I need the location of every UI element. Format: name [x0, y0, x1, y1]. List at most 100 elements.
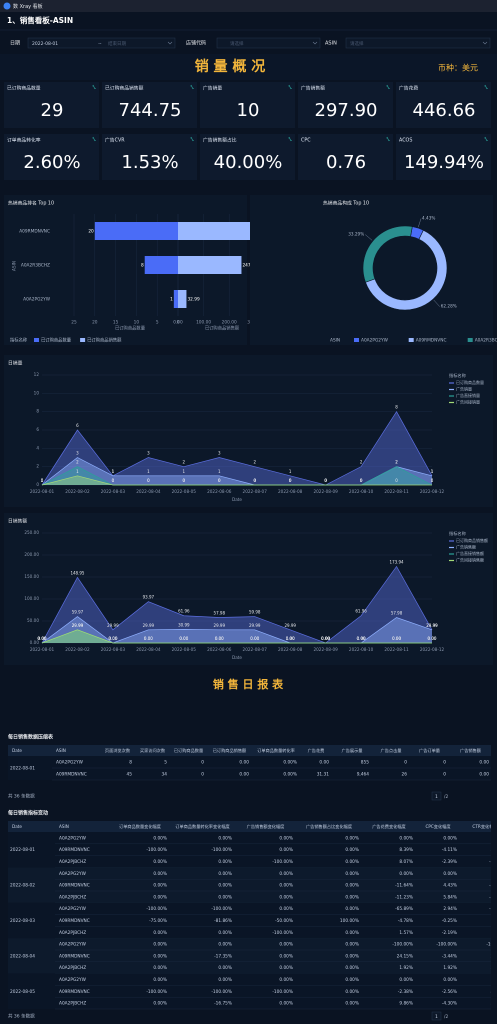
- column-header: 页面浏览次数: [105, 747, 131, 754]
- legend-label[interactable]: 已订购商品销售额: [87, 337, 122, 344]
- axis-title: Date: [232, 655, 242, 660]
- data-label: 0: [41, 478, 44, 483]
- data-label: 0.00: [286, 636, 295, 641]
- x-tick-label: 5: [156, 320, 159, 326]
- page-input[interactable]: [431, 791, 442, 801]
- legend-swatch: [80, 338, 86, 342]
- cell: 9,464: [357, 772, 370, 778]
- cell: -100.00%: [272, 930, 293, 936]
- area-fill: [42, 475, 432, 485]
- cell: 0.00%: [153, 953, 167, 959]
- x-tick-label: 2022-08-06: [207, 647, 232, 652]
- series-line: [41, 475, 432, 486]
- data-label: 1: [147, 469, 150, 474]
- x-tick-label: 25: [71, 320, 77, 326]
- y-tick-label: A0A2R3BCHZ: [21, 263, 50, 269]
- cell: -100.00%: [436, 942, 457, 948]
- column-header: 广告销售额变化幅度: [247, 823, 286, 830]
- cell: -65.89%: [395, 906, 413, 912]
- column-header: 广告销售额: [460, 747, 482, 754]
- x-tick-label: 2022-08-05: [172, 647, 197, 652]
- cell: A0A2PJBCHZ: [59, 859, 86, 865]
- data-label: 0: [324, 478, 327, 483]
- cell: A0A2PG2YW: [59, 835, 87, 841]
- x-tick-label: 2022-08-03: [101, 647, 126, 652]
- cell: 0.00%: [218, 942, 232, 948]
- data-label: 0: [431, 478, 434, 483]
- cell: A0A2PG2YW: [59, 871, 87, 877]
- kpi-value: 744.75: [119, 100, 182, 121]
- data-label: 0.00: [321, 636, 330, 641]
- legend-label[interactable]: 已订购商品数量: [41, 337, 72, 344]
- legend-label[interactable]: 广告间接销量: [456, 399, 480, 405]
- data-label: 0: [324, 478, 327, 483]
- column-header: 买家访问次数: [140, 747, 166, 754]
- page-number[interactable]: 1: [435, 794, 438, 800]
- cell: -17.35%: [214, 953, 232, 959]
- data-label: 62.28%: [441, 304, 457, 309]
- kpi-label: 已订购商品数量: [7, 85, 41, 92]
- kpi-card: [200, 134, 295, 180]
- data-label: 29.99: [426, 623, 438, 628]
- legend-label[interactable]: 已订购商品销售额: [456, 537, 488, 543]
- legend-label[interactable]: A09RMDNVNC: [416, 338, 447, 344]
- window-title: 数 Xray 看板: [13, 3, 43, 10]
- filter-value[interactable]: 2022-08-01: [32, 41, 58, 47]
- chart-title: 日销售额: [8, 518, 27, 525]
- cell: 0.00%: [279, 835, 293, 841]
- cell: -3.44%: [442, 953, 457, 959]
- data-label: 1: [183, 469, 186, 474]
- filter-input[interactable]: [216, 37, 321, 49]
- cell: 0.00%: [345, 906, 359, 912]
- y-tick-label: 6: [36, 427, 39, 432]
- data-label: 0.00: [357, 636, 366, 641]
- data-label: 0.00: [357, 636, 366, 641]
- data-label: 20: [88, 229, 94, 235]
- x-tick-label: 2022-08-03: [101, 489, 126, 494]
- cell: -100.00%: [211, 989, 232, 995]
- chart-title: 热销商品排名 Top 10: [8, 200, 54, 207]
- legend-label[interactable]: 广告间接销售额: [456, 557, 484, 563]
- cell: 0.00%: [279, 965, 293, 971]
- cell: 0.00%: [283, 760, 297, 766]
- legend-label[interactable]: A0A2PG2YW: [361, 338, 389, 344]
- legend-label[interactable]: 已订购商品数量: [456, 379, 484, 385]
- legend-label[interactable]: 广告直接销售额: [456, 550, 484, 556]
- y-tick-label: A09RMDNVNC: [19, 229, 50, 235]
- page-number[interactable]: 1: [435, 1014, 438, 1020]
- page-input[interactable]: [431, 1011, 442, 1021]
- x-tick-label: 20: [92, 320, 98, 326]
- filter-placeholder[interactable]: 请选择: [350, 40, 364, 47]
- page-title: 1、销售看板-ASIN: [7, 15, 73, 25]
- dropdown-caret: [312, 41, 318, 45]
- filter-input[interactable]: [345, 37, 491, 49]
- data-label: 0.00: [250, 636, 259, 641]
- legend-label[interactable]: 广告销售额: [456, 544, 476, 550]
- cell: 0.00%: [153, 894, 167, 900]
- legend-label[interactable]: A0A2R3BCHZ: [475, 338, 497, 344]
- legend-label[interactable]: 广告直接销量: [456, 392, 480, 398]
- y-tick-label: 8: [36, 409, 39, 414]
- filter-placeholder[interactable]: 请选择: [230, 40, 244, 47]
- cell: 0.00%: [345, 894, 359, 900]
- section-title: 销 售 日 报 表: [213, 677, 284, 691]
- column-header: 订单商品数量转化率: [257, 747, 295, 754]
- data-label: 0: [289, 478, 292, 483]
- legend-label[interactable]: 广告销量: [456, 386, 472, 392]
- kpi-card: [4, 134, 99, 180]
- cell: A0A2PG2YW: [56, 760, 84, 766]
- y-tick-label: 50.00: [27, 618, 39, 623]
- x-tick-label: 2022-08-01: [30, 647, 55, 652]
- cell: 0.00%: [399, 977, 413, 983]
- column-header: ASIN: [59, 824, 69, 829]
- row-group: [8, 973, 491, 1009]
- data-label: 0: [183, 478, 186, 483]
- area-fill: [42, 457, 432, 485]
- series-line: [41, 565, 433, 644]
- filter-input[interactable]: [27, 37, 176, 49]
- data-label: 0: [41, 478, 44, 483]
- filter-placeholder[interactable]: 结束日期: [108, 40, 126, 47]
- column-header: CPC变化幅度: [425, 823, 451, 830]
- data-label: 0.00: [250, 636, 259, 641]
- data-label: 1: [170, 297, 173, 303]
